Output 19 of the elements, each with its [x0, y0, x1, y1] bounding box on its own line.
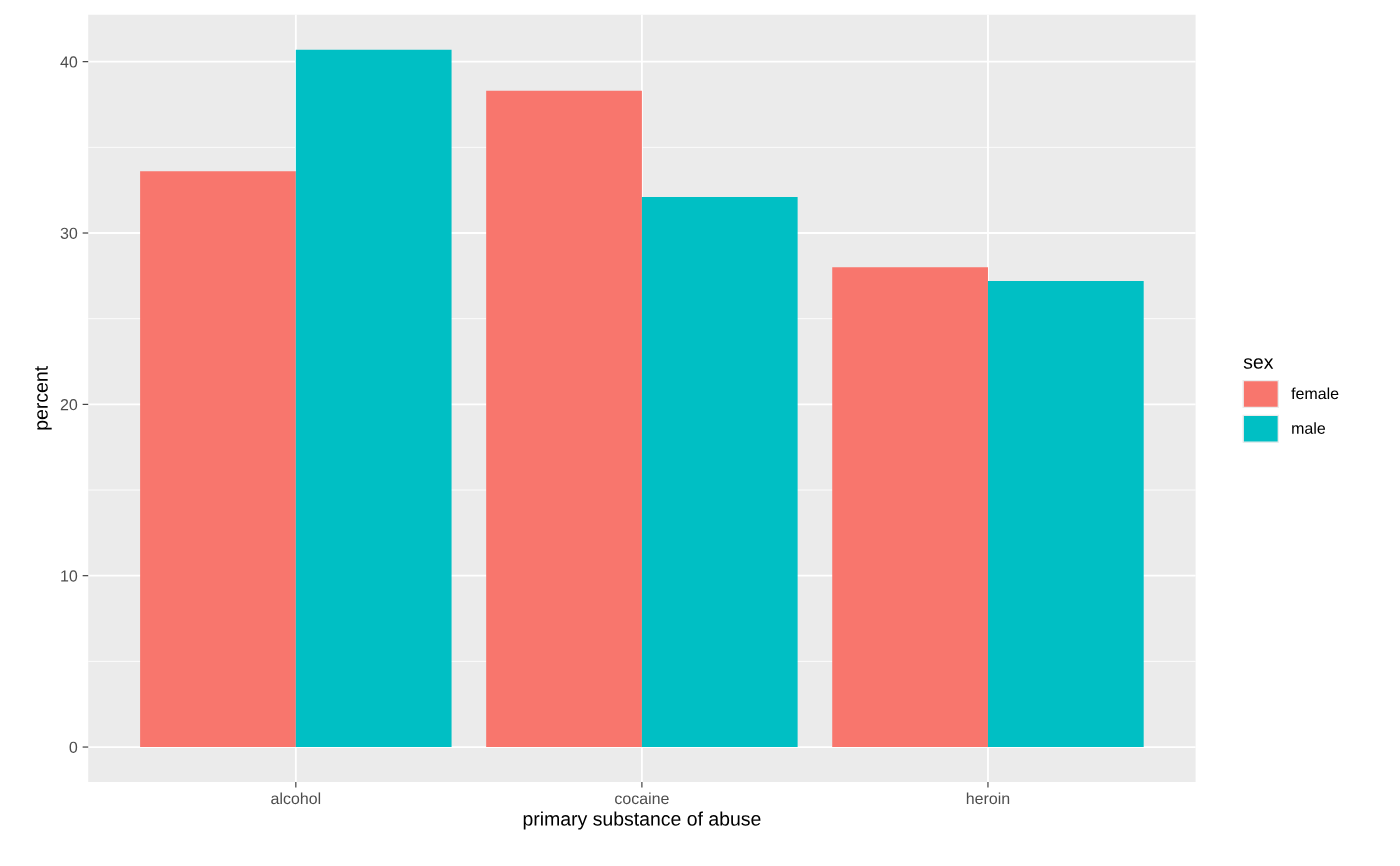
legend-label: female	[1291, 387, 1339, 400]
legend-title: sex	[1243, 358, 1274, 369]
y-tick-label: 0	[69, 741, 78, 753]
bar	[832, 267, 988, 748]
x-tick-label: heroin	[966, 792, 1010, 805]
y-axis-title: percent	[35, 366, 52, 430]
x-axis-title: primary substance of abuse	[523, 811, 761, 830]
bar	[987, 280, 1144, 748]
y-tick-label: 30	[60, 227, 78, 239]
bar	[140, 171, 296, 748]
legend-label: male	[1292, 422, 1326, 434]
bar	[641, 197, 798, 748]
bar	[295, 49, 452, 748]
y-tick-label: 10	[61, 570, 78, 582]
x-tick-label: cocaine	[615, 792, 669, 805]
y-tick-label: 40	[60, 56, 78, 68]
y-tick-label: 20	[60, 398, 78, 411]
x-tick-label: alcohol	[271, 792, 321, 805]
bar	[486, 90, 642, 748]
